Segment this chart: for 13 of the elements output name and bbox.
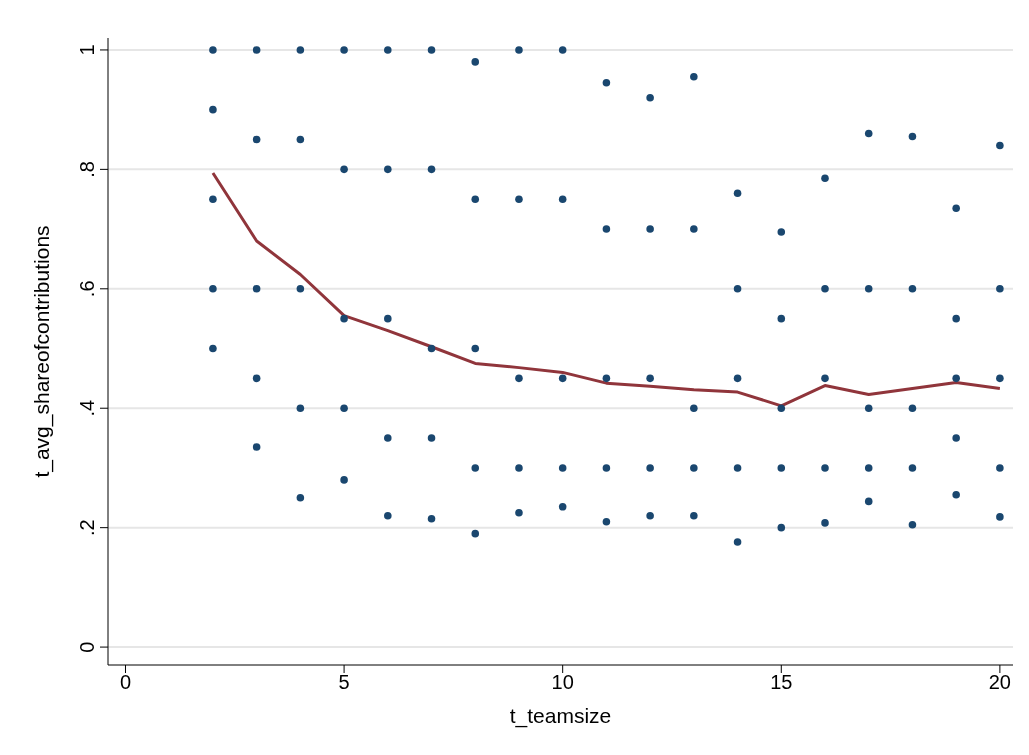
y-tick-label: .6 (76, 280, 98, 298)
x-tick-label: 20 (988, 671, 1012, 694)
x-axis-title: t_teamsize (509, 704, 612, 728)
y-tick-label: .2 (76, 519, 98, 536)
x-tick-label: 10 (551, 671, 574, 694)
y-tick-label: .8 (76, 161, 98, 178)
x-tick-label: 0 (119, 671, 132, 694)
x-tick-label: 15 (770, 671, 793, 694)
y-tick-label: .4 (76, 399, 98, 417)
y-axis-title: t_avg_shareofcontributions (30, 225, 55, 478)
x-tick-label: 5 (338, 671, 350, 694)
y-tick-label: 1 (76, 44, 98, 56)
y-tick-label: 0 (76, 641, 98, 653)
